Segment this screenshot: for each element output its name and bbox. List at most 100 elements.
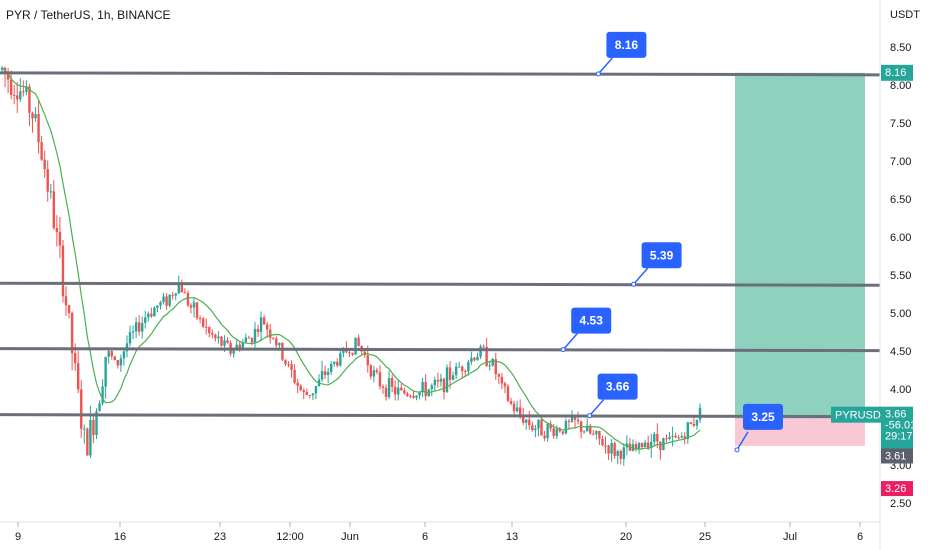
candle-body: [326, 371, 330, 375]
candle-body: [220, 336, 223, 346]
time-tick-label: 12:00: [276, 531, 304, 543]
callout-label: 8.16: [615, 38, 639, 52]
target-zone: [735, 72, 865, 419]
candle-body: [601, 438, 604, 446]
candle-body: [101, 386, 104, 404]
candle-body: [235, 344, 238, 351]
callout-pointer: [597, 57, 613, 75]
stop-callout-label: 3.25: [751, 410, 775, 424]
time-tick-label: Jun: [341, 531, 359, 543]
candle-body: [461, 366, 464, 372]
horizontal-levels[interactable]: 8.16 5.39 4.53 3.66 3.25: [0, 31, 881, 453]
candle-body: [287, 364, 290, 366]
price-tick-label: 4.00: [890, 384, 911, 396]
candle-body: [448, 367, 452, 380]
candle-body: [680, 436, 683, 438]
price-tick-label: 5.00: [890, 308, 911, 320]
candle-body: [366, 355, 369, 366]
candle-body: [95, 411, 98, 436]
candle-body: [52, 191, 56, 228]
candle-body: [369, 365, 373, 377]
candle-body: [116, 360, 120, 366]
candle-body: [144, 317, 147, 324]
candle-body: [677, 437, 680, 439]
candle-body: [290, 364, 293, 370]
candle-body: [201, 318, 205, 327]
candle-body: [217, 336, 220, 339]
candle-body: [339, 353, 342, 366]
current-price-tag-bg: [881, 406, 913, 451]
candle-body: [387, 378, 391, 398]
candle-body: [284, 359, 287, 365]
time-tick-label: 6: [422, 531, 428, 543]
candle-body: [293, 369, 296, 383]
candle-body: [421, 381, 424, 393]
candle-body: [86, 428, 89, 456]
candle-body: [683, 436, 686, 439]
candle-body: [454, 366, 458, 376]
candle-body: [393, 386, 397, 395]
candle-body: [168, 294, 171, 306]
candle-body: [412, 395, 415, 398]
candle-body: [311, 393, 315, 396]
level-line: [0, 413, 881, 419]
currency-label: USDT: [890, 9, 920, 21]
candle-body: [131, 331, 135, 333]
candle-body: [375, 370, 379, 373]
candle-body: [12, 94, 16, 96]
candle-body: [195, 302, 199, 319]
time-tick-label: Jul: [783, 531, 797, 543]
candle-body: [512, 403, 516, 412]
candle-body: [357, 337, 360, 347]
callout-label: 3.66: [606, 380, 630, 394]
callout-pointer: [589, 399, 605, 417]
candle-body: [92, 419, 95, 436]
candle-body: [58, 231, 62, 246]
candle-body: [506, 386, 510, 401]
candle-body: [278, 342, 281, 346]
candle-body: [540, 419, 543, 436]
candle-body: [336, 361, 339, 366]
candlestick-series: [0, 65, 702, 466]
time-tick-label: 25: [699, 531, 711, 543]
candle-body: [430, 385, 433, 390]
candle-body: [491, 359, 494, 366]
candle-body: [674, 435, 677, 438]
candle-body: [464, 371, 467, 373]
candle-body: [442, 378, 446, 393]
candle-body: [64, 296, 68, 306]
candle-body: [537, 419, 540, 429]
current-price-tag-text: 29:17: [885, 431, 913, 443]
candle-body: [162, 296, 165, 303]
price-tick-label: 5.50: [890, 270, 911, 282]
candle-body: [381, 386, 385, 388]
candle-body: [119, 358, 123, 366]
candle-body: [253, 328, 257, 343]
moving-average-line: [1, 67, 701, 450]
candle-body: [451, 375, 455, 380]
current-price-tag-text: 3.66: [885, 409, 906, 421]
candle-body: [272, 337, 275, 339]
candle-body: [549, 423, 552, 429]
candle-body: [55, 227, 59, 232]
candle-body: [198, 318, 202, 320]
candle-body: [165, 296, 168, 306]
candle-body: [22, 91, 25, 93]
candle-body: [555, 429, 558, 436]
candle-body: [640, 443, 644, 448]
candle-body: [378, 372, 382, 387]
candle-body: [488, 365, 491, 367]
candle-body: [415, 395, 418, 398]
candle-body: [49, 191, 52, 193]
candle-body: [406, 393, 409, 396]
candle-body: [265, 324, 269, 330]
candle-body: [598, 431, 601, 439]
time-axis[interactable]: 9 16 23 12:00 Jun 6 13 20 25 Jul 6: [15, 522, 863, 543]
candle-body: [631, 444, 635, 451]
candle-body: [390, 378, 394, 387]
candle-body: [40, 142, 43, 160]
candle-body: [305, 392, 309, 395]
price-tick-label: 2.50: [890, 498, 911, 510]
time-tick-label: 13: [506, 531, 518, 543]
